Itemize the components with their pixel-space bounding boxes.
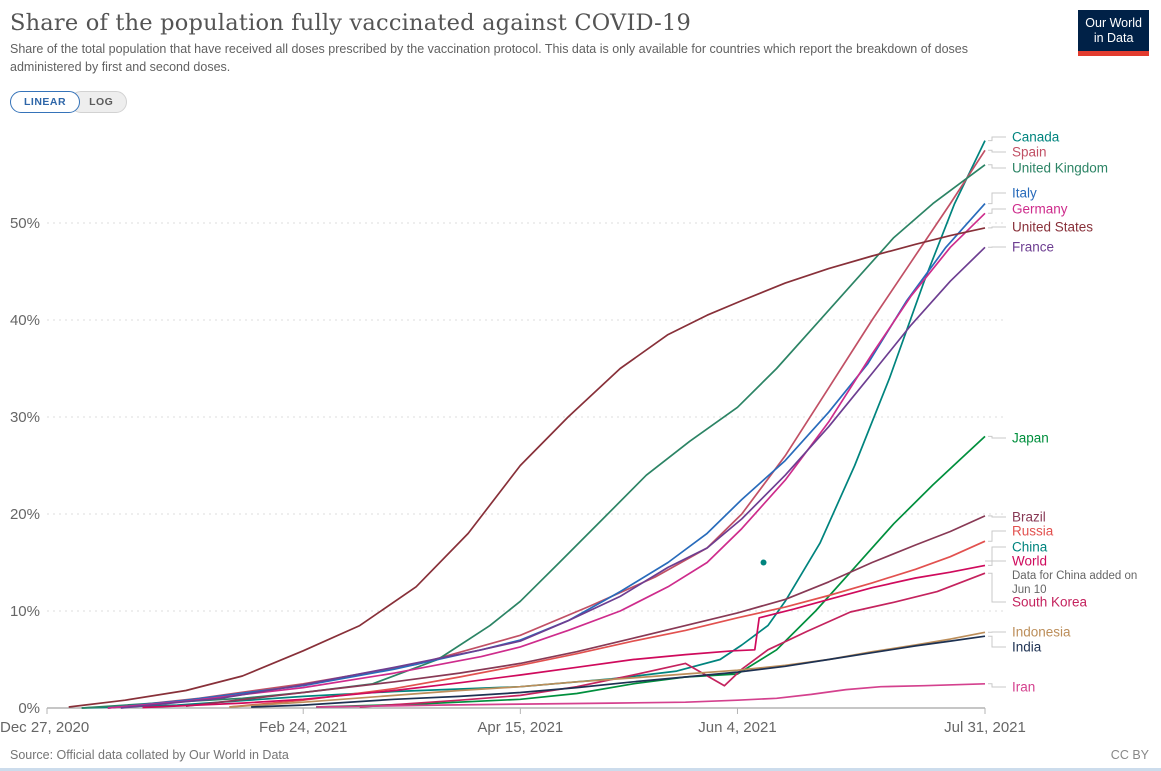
label-connector [988,149,1006,153]
series-label-china[interactable]: China [1012,540,1048,555]
x-axis-tick-label: Dec 27, 2020 [0,719,89,736]
series-label-canada[interactable]: Canada [1012,130,1060,145]
label-connector [988,530,1006,542]
series-line-japan [316,435,986,708]
embed-border [0,768,1161,771]
series-line-iran [316,682,986,708]
series-label-italy[interactable]: Italy [1012,186,1037,201]
series-label-brazil[interactable]: Brazil [1012,510,1046,525]
y-axis-tick-label: 0% [18,700,40,717]
license-note[interactable]: CC BY [1110,748,1149,762]
label-connector [985,546,1006,562]
series-line-italy [107,203,986,709]
y-axis-tick-label: 30% [10,409,40,426]
series-line-world [142,564,986,709]
page-title: Share of the population fully vaccinated… [10,10,692,36]
series-label-indonesia[interactable]: Indonesia [1012,625,1071,640]
owid-logo-line2: in Data [1093,31,1134,45]
x-axis-tick-label: Jul 31, 2021 [944,719,1026,736]
chart-header: Share of the population fully vaccinated… [0,0,1161,113]
owid-logo-line1: Our World [1085,16,1142,30]
log-scale-button[interactable]: LOG [70,91,128,113]
label-connector [988,208,1006,214]
x-axis-tick-label: Feb 24, 2021 [259,719,347,736]
series-label-germany[interactable]: Germany [1012,202,1068,217]
y-axis-tick-label: 10% [10,603,40,620]
source-note: Source: Official data collated by Our Wo… [10,748,289,762]
owid-logo: Our World in Data [1078,10,1149,56]
series-line-russia [229,540,986,708]
series-line-brazil [185,515,986,707]
series-line-india [251,635,986,708]
x-axis-tick-label: Jun 4, 2021 [698,719,776,736]
line-chart-canvas[interactable]: 0% 10% 20% 30% 40% 50% Dec 27, 2020 Feb 24, 202… [0,125,1161,747]
chart-footer: Source: Official data collated by Our Wo… [10,748,1149,762]
series-line-canada [81,140,986,709]
series-label-world[interactable]: World [1012,554,1047,569]
series-line-united-kingdom [81,164,986,709]
china-data-annotation: Data for China added on [1012,570,1137,582]
label-connector [988,226,1006,229]
label-connector [988,435,1006,439]
label-connector [988,635,1006,648]
series-label-japan[interactable]: Japan [1012,431,1049,446]
series-line-france [120,246,986,709]
series-line-spain [107,149,986,709]
series-label-france[interactable]: France [1012,240,1054,255]
y-axis-tick-label: 20% [10,506,40,523]
y-axis-tick-label: 50% [10,215,40,232]
scale-toggle: LINEAR LOG [10,91,128,113]
series-point-china [760,559,767,566]
china-data-annotation: Jun 10 [1012,584,1047,596]
series-label-spain[interactable]: Spain [1012,145,1047,160]
series-label-russia[interactable]: Russia [1012,524,1054,539]
label-connector [988,164,1006,169]
label-connector [988,683,1006,688]
label-connector [988,572,1006,603]
label-connector [988,515,1006,518]
label-connector [988,136,1006,142]
series-line-indonesia [229,631,986,708]
label-connector [988,560,1006,566]
series-label-united-states[interactable]: United States [1012,220,1093,235]
x-axis-tick-label: Apr 15, 2021 [477,719,563,736]
series-line-united-states [68,227,986,708]
linear-scale-button[interactable]: LINEAR [10,91,81,113]
label-connector [988,192,1006,205]
series-line-germany [107,212,986,709]
series-label-india[interactable]: India [1012,640,1042,655]
series-label-united-kingdom[interactable]: United Kingdom [1012,161,1108,176]
series-line-south-korea [359,572,986,708]
series-label-iran[interactable]: Iran [1012,680,1035,695]
chart-subtitle: Share of the total population that have … [10,42,968,74]
series-label-south-korea[interactable]: South Korea [1012,595,1088,610]
y-axis-tick-label: 40% [10,312,40,329]
